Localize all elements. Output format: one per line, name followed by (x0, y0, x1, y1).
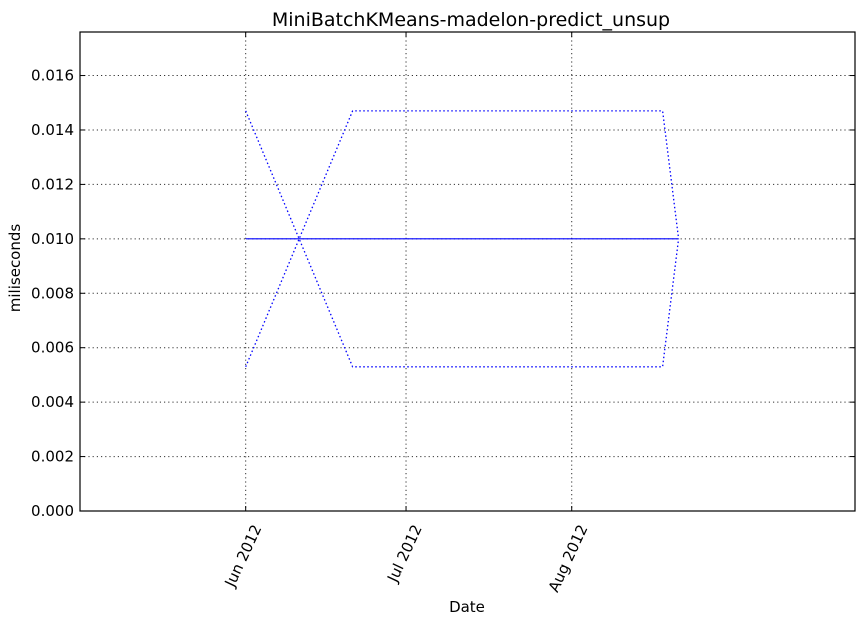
y-tick-label: 0.010 (31, 230, 74, 248)
x-tick-label: Aug 2012 (545, 522, 592, 595)
y-tick-label: 0.004 (31, 393, 74, 411)
series-line-lower-bound (245, 110, 680, 368)
data-series (245, 110, 680, 368)
y-tick-label: 0.012 (31, 175, 74, 193)
grid-lines (80, 32, 855, 512)
y-tick-label: 0.016 (31, 67, 74, 85)
y-tick-label: 0.006 (31, 339, 74, 357)
y-axis-label: miliseconds (6, 224, 24, 313)
x-tick-label: Jul 2012 (383, 522, 426, 586)
plot-frame (79, 31, 856, 512)
series-line-upper-bound (245, 110, 680, 368)
y-tick-label: 0.000 (31, 502, 74, 520)
x-axis-label: Date (449, 598, 485, 616)
chart-title: MiniBatchKMeans-madelon-predict_unsup (272, 9, 670, 31)
y-tick-label: 0.008 (31, 284, 74, 302)
y-tick-label: 0.002 (31, 448, 74, 466)
y-tick-label: 0.014 (31, 121, 74, 139)
x-tick-label: Jun 2012 (221, 522, 266, 591)
